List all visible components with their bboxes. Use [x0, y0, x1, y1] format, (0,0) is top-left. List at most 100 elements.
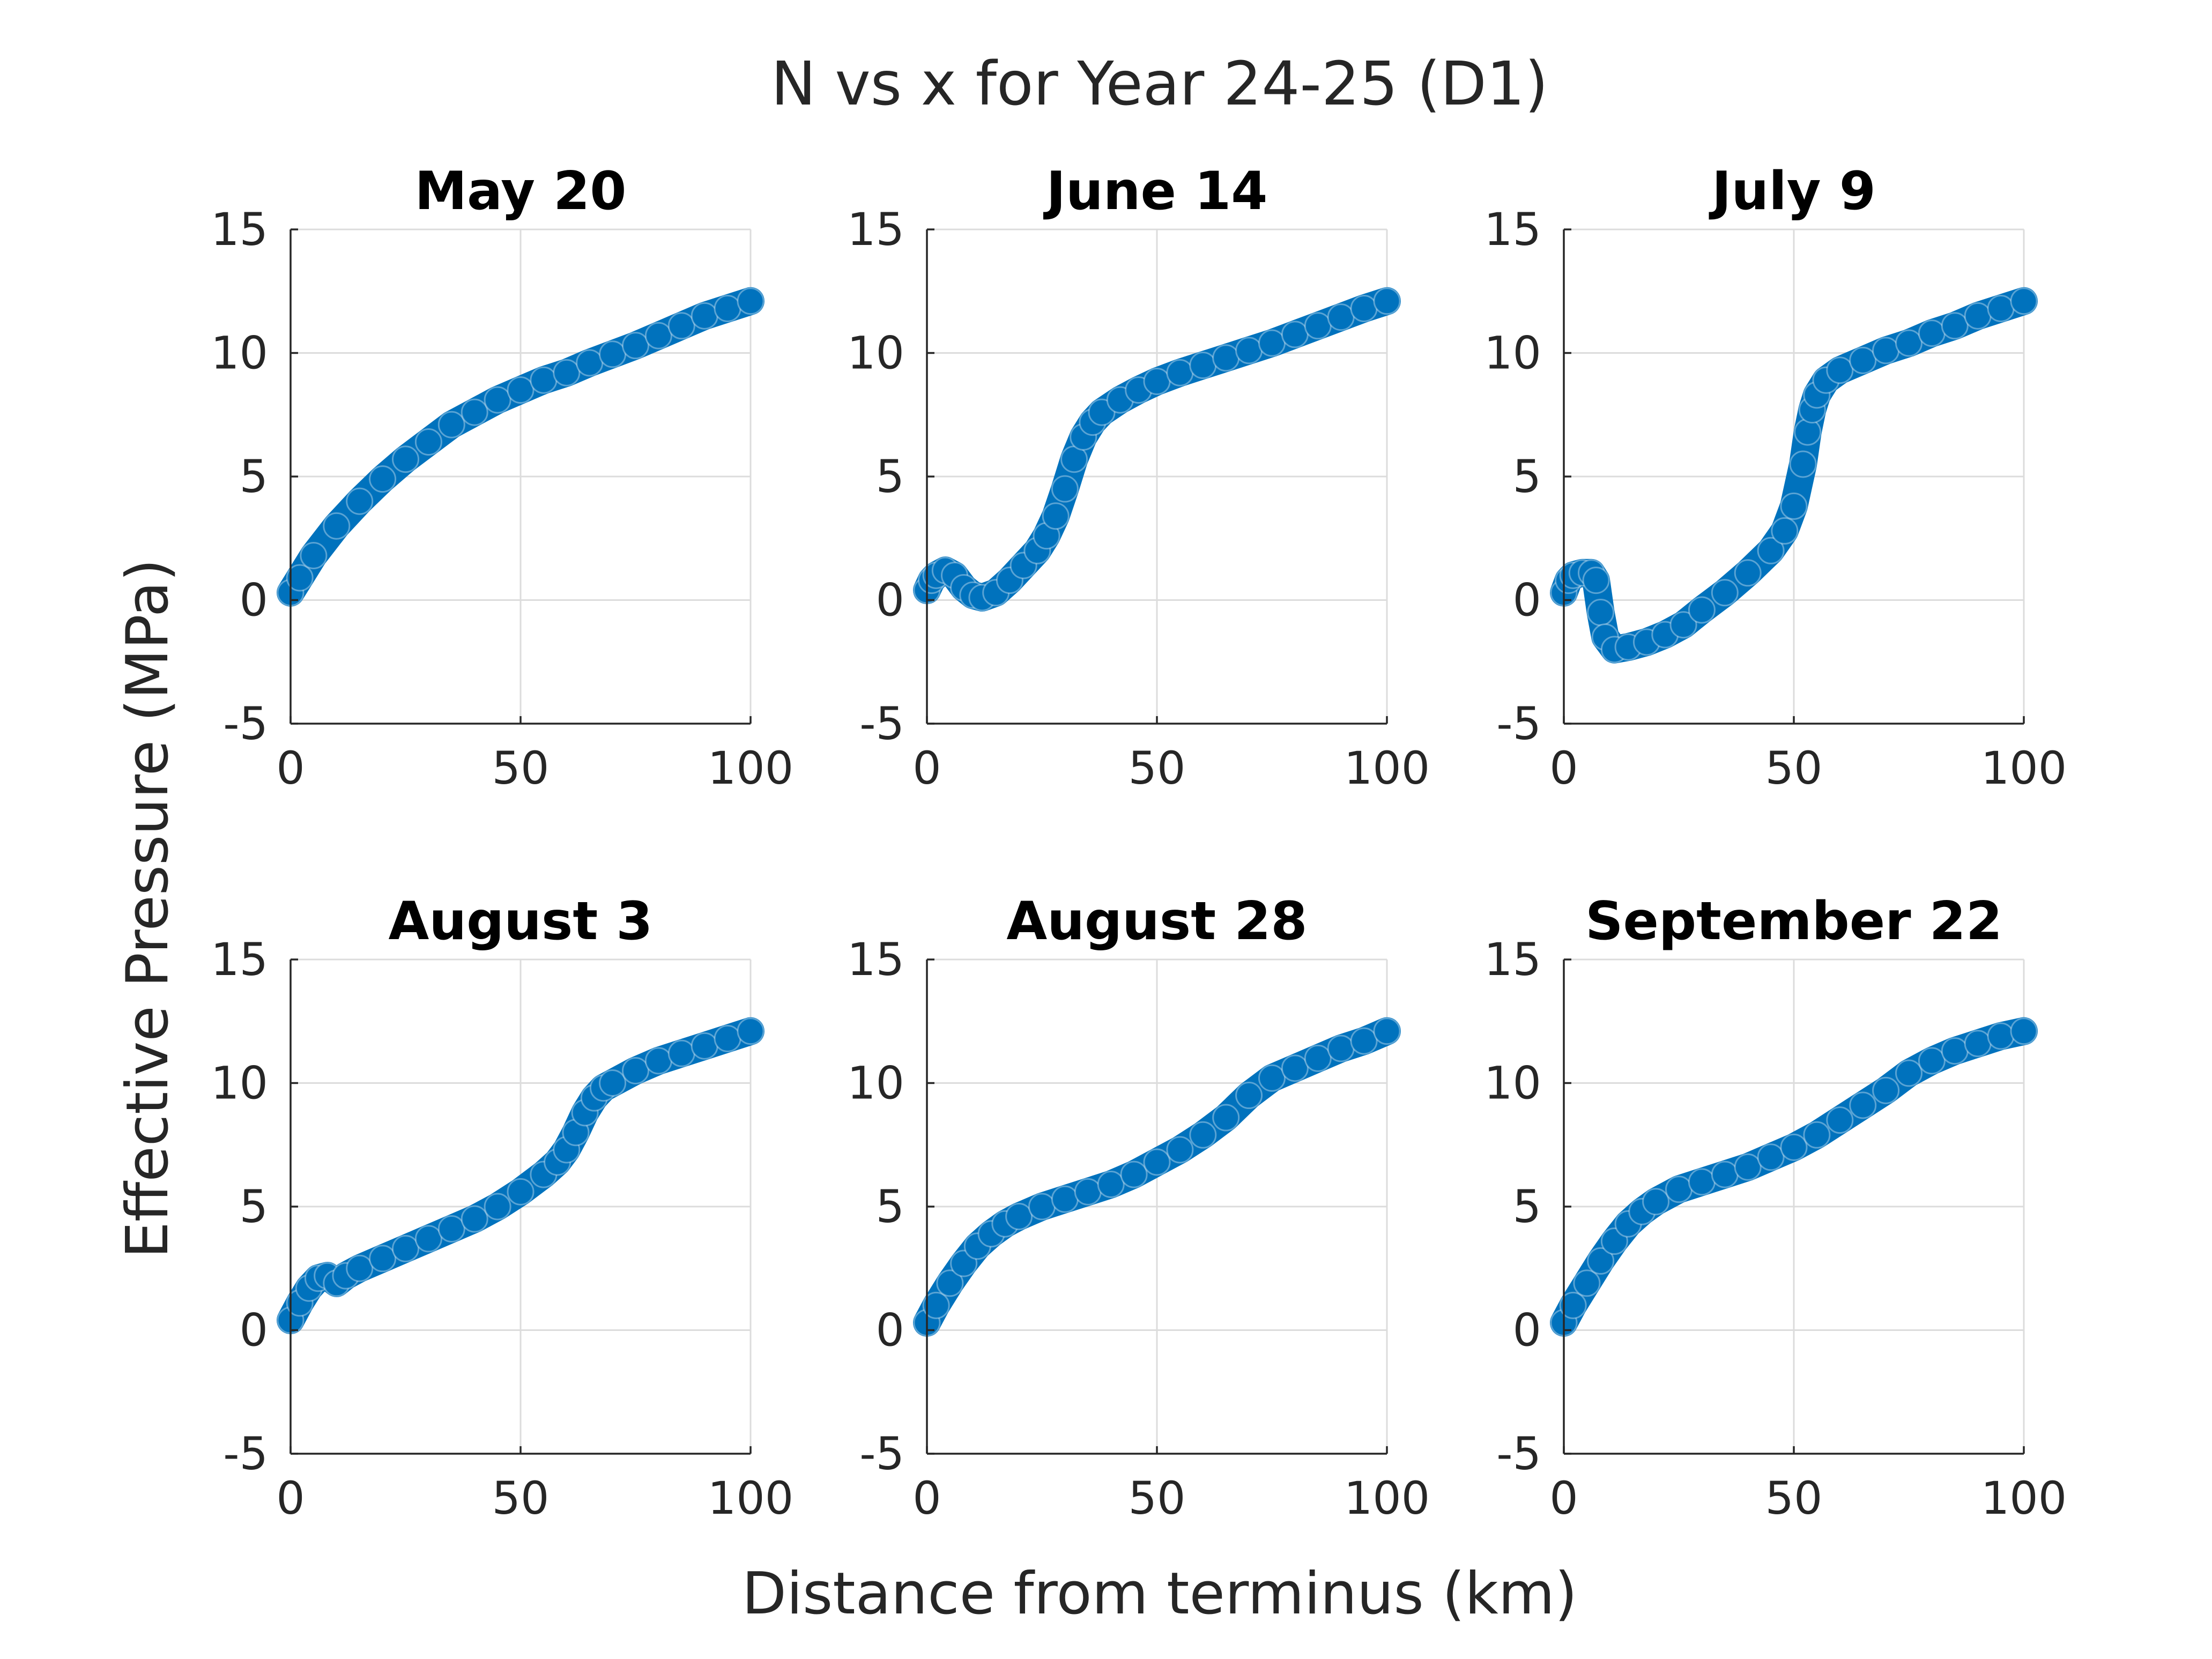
data-point — [1826, 1106, 1854, 1134]
data-point — [1074, 1178, 1102, 1206]
data-point — [2010, 287, 2038, 315]
y-tick-label: 5 — [876, 1180, 904, 1233]
x-tick-label: 100 — [1981, 742, 2067, 794]
data-point — [1964, 302, 1992, 330]
data-point — [1780, 492, 1808, 520]
data-point — [437, 1215, 465, 1243]
data-point — [1849, 1091, 1877, 1119]
y-tick-label: 10 — [1484, 327, 1541, 380]
data-point — [691, 302, 718, 330]
data-point — [1281, 1054, 1309, 1082]
data-point — [1941, 312, 1969, 340]
y-tick-label: 15 — [847, 203, 904, 256]
subplot-title: June 14 — [1043, 161, 1268, 222]
y-tick-label: -5 — [1496, 697, 1541, 750]
y-tick-label: 0 — [876, 1304, 904, 1357]
data-point — [1688, 1168, 1716, 1196]
data-point — [1780, 1133, 1808, 1161]
y-tick-label: 15 — [1484, 933, 1541, 986]
data-point — [1711, 1160, 1739, 1188]
data-point — [1964, 1030, 1992, 1058]
data-point — [1327, 303, 1355, 331]
data-point — [414, 1225, 442, 1253]
x-tick-label: 100 — [1981, 1472, 2067, 1524]
data-point — [936, 1269, 964, 1297]
data-point — [1757, 1143, 1785, 1171]
y-tick-label: 5 — [1513, 1180, 1541, 1233]
data-point — [1060, 445, 1088, 473]
data-point — [484, 386, 511, 414]
data-point — [1734, 559, 1762, 587]
data-point — [346, 1254, 374, 1282]
y-tick-label: 0 — [876, 574, 904, 627]
data-point — [1794, 418, 1822, 446]
data-point — [437, 411, 465, 438]
subplot-title: August 3 — [388, 891, 652, 952]
data-point — [1987, 1022, 2015, 1050]
y-tick-label: -5 — [859, 1427, 904, 1480]
data-point — [737, 287, 764, 315]
x-tick-label: 100 — [1344, 742, 1430, 794]
data-point — [1895, 329, 1922, 357]
data-point — [1051, 1185, 1079, 1213]
data-point — [1166, 359, 1194, 386]
data-point — [1642, 1188, 1670, 1216]
y-tick-label: 15 — [211, 933, 268, 986]
x-tick-label: 50 — [1765, 1472, 1823, 1524]
subplot-title: August 28 — [1006, 891, 1307, 952]
data-point — [369, 1245, 397, 1273]
data-point — [392, 1234, 419, 1262]
data-point — [1304, 312, 1332, 340]
data-point — [1573, 1269, 1601, 1297]
data-point — [484, 1193, 511, 1221]
data-point — [1849, 346, 1877, 374]
data-point — [1281, 321, 1309, 348]
data-point — [667, 1039, 695, 1067]
x-tick-label: 0 — [276, 742, 305, 794]
data-point — [1771, 517, 1799, 545]
data-point — [1189, 1121, 1217, 1149]
data-point — [1143, 1148, 1171, 1176]
data-point — [1088, 398, 1116, 426]
y-tick-label: 10 — [1484, 1057, 1541, 1110]
subplot-title: July 9 — [1709, 161, 1876, 222]
y-tick-label: 0 — [240, 1304, 268, 1357]
data-point — [599, 1069, 627, 1097]
subplot-title: September 22 — [1585, 891, 2002, 952]
y-tick-label: 0 — [1513, 574, 1541, 627]
x-tick-label: 50 — [1129, 742, 1186, 794]
data-point — [2010, 1017, 2038, 1045]
data-point — [691, 1032, 718, 1060]
x-tick-label: 100 — [708, 1472, 793, 1524]
figure-xlabel: Distance from terminus (km) — [742, 1560, 1577, 1627]
y-tick-label: 15 — [211, 203, 268, 256]
data-point — [553, 359, 581, 386]
data-point — [461, 398, 488, 426]
data-point — [1987, 295, 2015, 323]
data-point — [644, 1047, 672, 1075]
y-tick-label: -5 — [223, 697, 268, 750]
data-point — [1235, 1082, 1263, 1110]
x-tick-label: 0 — [1549, 1472, 1578, 1524]
data-point — [1559, 1291, 1587, 1319]
data-point — [1918, 1047, 1946, 1075]
x-tick-label: 0 — [912, 1472, 941, 1524]
subplot-title: May 20 — [414, 161, 626, 222]
data-point — [714, 295, 741, 323]
x-tick-label: 0 — [276, 1472, 305, 1524]
data-point — [1688, 596, 1716, 624]
data-point — [1235, 337, 1263, 364]
x-tick-label: 50 — [1129, 1472, 1186, 1524]
figure-title: N vs x for Year 24-25 (D1) — [771, 49, 1548, 119]
y-tick-label: 5 — [876, 450, 904, 503]
data-point — [622, 332, 649, 360]
y-tick-label: 10 — [211, 1057, 268, 1110]
data-point — [1258, 329, 1286, 357]
y-tick-label: -5 — [859, 697, 904, 750]
data-point — [1258, 1064, 1286, 1092]
data-point — [1350, 1027, 1378, 1055]
